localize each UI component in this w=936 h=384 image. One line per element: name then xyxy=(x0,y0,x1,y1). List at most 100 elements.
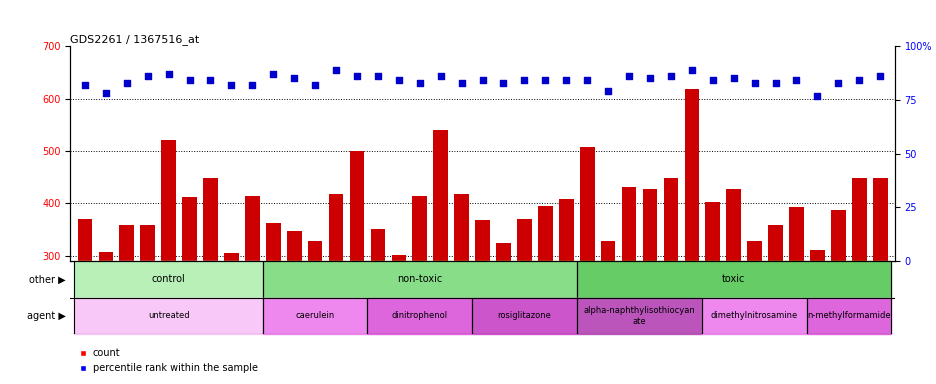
Point xyxy=(475,78,490,84)
Point xyxy=(517,78,532,84)
Point xyxy=(286,75,301,81)
Point xyxy=(871,73,886,79)
Point xyxy=(349,73,364,79)
Bar xyxy=(454,194,468,261)
Bar xyxy=(98,252,113,261)
Point xyxy=(140,73,155,79)
Bar xyxy=(266,223,280,261)
Bar xyxy=(810,250,824,261)
Point xyxy=(768,79,782,86)
Bar xyxy=(475,220,490,261)
Point xyxy=(663,73,678,79)
Bar xyxy=(642,189,656,261)
Bar xyxy=(725,189,740,261)
Bar xyxy=(349,151,364,261)
Point xyxy=(266,71,281,77)
Bar xyxy=(517,219,531,261)
Point xyxy=(203,78,218,84)
Point xyxy=(161,71,176,77)
Bar xyxy=(702,298,806,334)
Bar xyxy=(496,243,510,261)
Bar xyxy=(412,195,427,261)
Point xyxy=(642,75,657,81)
Bar xyxy=(788,207,803,261)
Bar xyxy=(286,231,301,261)
Point xyxy=(182,78,197,84)
Bar xyxy=(308,241,322,261)
Bar xyxy=(161,141,176,261)
Text: non-toxic: non-toxic xyxy=(397,274,442,285)
Text: n-methylformamide: n-methylformamide xyxy=(806,311,889,320)
Text: rosiglitazone: rosiglitazone xyxy=(497,311,550,320)
Point xyxy=(370,73,385,79)
Bar xyxy=(140,225,154,261)
Point xyxy=(621,73,636,79)
Point xyxy=(537,78,552,84)
Text: untreated: untreated xyxy=(148,311,189,320)
Point xyxy=(705,78,720,84)
Bar xyxy=(78,219,92,261)
Bar xyxy=(262,298,367,334)
Bar xyxy=(371,228,385,261)
Point xyxy=(600,88,615,94)
Text: caerulein: caerulein xyxy=(295,311,334,320)
Point xyxy=(119,79,134,86)
Bar xyxy=(244,195,259,261)
Text: control: control xyxy=(152,274,185,285)
Point xyxy=(391,78,406,84)
Bar xyxy=(600,241,615,261)
Text: alpha-naphthylisothiocyan
ate: alpha-naphthylisothiocyan ate xyxy=(583,306,695,326)
Point xyxy=(725,75,740,81)
Bar xyxy=(74,261,262,298)
Point xyxy=(454,79,469,86)
Bar xyxy=(182,197,197,261)
Bar xyxy=(577,261,890,298)
Bar xyxy=(391,255,405,261)
Text: dimethylnitrosamine: dimethylnitrosamine xyxy=(710,311,797,320)
Text: GDS2261 / 1367516_at: GDS2261 / 1367516_at xyxy=(70,34,199,45)
Point xyxy=(412,79,427,86)
Point xyxy=(307,82,322,88)
Legend: count, percentile rank within the sample: count, percentile rank within the sample xyxy=(74,344,261,377)
Bar xyxy=(119,225,134,261)
Point xyxy=(579,78,594,84)
Bar xyxy=(224,253,239,261)
Bar xyxy=(872,178,886,261)
Bar xyxy=(472,298,577,334)
Point xyxy=(432,73,447,79)
Point xyxy=(224,82,239,88)
Point xyxy=(329,67,344,73)
Text: toxic: toxic xyxy=(722,274,744,285)
Bar xyxy=(622,187,636,261)
Bar xyxy=(262,261,577,298)
Point xyxy=(78,82,93,88)
Point xyxy=(244,82,259,88)
Bar xyxy=(203,178,217,261)
Text: other ▶: other ▶ xyxy=(29,274,66,285)
Point xyxy=(98,90,113,96)
Point xyxy=(746,79,761,86)
Bar xyxy=(830,210,845,261)
Text: agent ▶: agent ▶ xyxy=(27,311,66,321)
Bar xyxy=(663,178,678,261)
Bar xyxy=(768,225,782,261)
Point xyxy=(809,93,824,99)
Point xyxy=(558,78,573,84)
Bar xyxy=(705,202,720,261)
Text: dinitrophenol: dinitrophenol xyxy=(391,311,447,320)
Point xyxy=(683,67,698,73)
Bar xyxy=(806,298,890,334)
Bar xyxy=(74,298,262,334)
Bar xyxy=(747,241,761,261)
Point xyxy=(495,79,510,86)
Bar xyxy=(579,147,593,261)
Bar xyxy=(851,178,866,261)
Bar xyxy=(433,130,447,261)
Bar xyxy=(367,298,472,334)
Bar xyxy=(684,89,698,261)
Point xyxy=(830,79,845,86)
Bar xyxy=(329,194,343,261)
Point xyxy=(851,78,866,84)
Bar xyxy=(559,199,573,261)
Bar xyxy=(537,206,552,261)
